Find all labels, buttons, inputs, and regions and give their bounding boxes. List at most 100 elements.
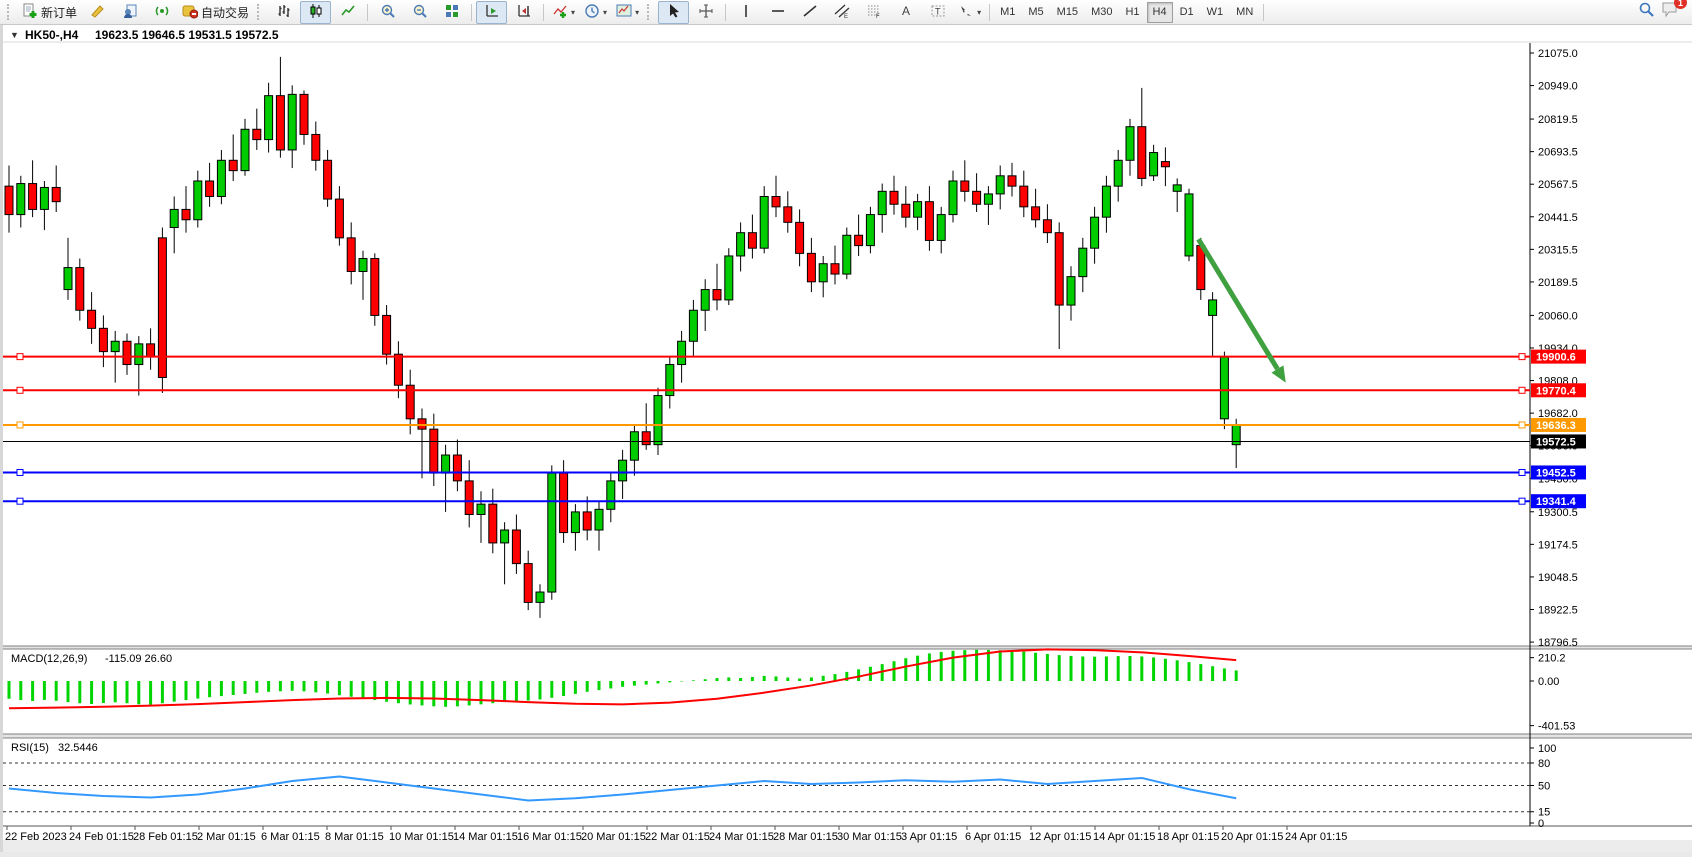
auto-trading-button[interactable]: 自动交易 (178, 1, 253, 24)
crosshair-button[interactable] (690, 1, 721, 24)
candle (924, 201, 934, 241)
timeframe-d1[interactable]: D1 (1179, 6, 1194, 18)
line-chart-button[interactable] (332, 1, 363, 24)
line-handle[interactable] (1518, 421, 1526, 429)
candle (264, 95, 274, 141)
auto-scroll-button[interactable] (476, 0, 508, 24)
indicators-button[interactable]: ▾ (548, 1, 579, 24)
candle (559, 472, 569, 534)
candle (700, 289, 710, 311)
timeframe-m5[interactable]: M5 (1028, 6, 1044, 18)
price-label-box (1531, 417, 1586, 432)
new-order-button[interactable]: 新订单 (18, 1, 81, 24)
candle (476, 503, 486, 515)
templates-button[interactable]: ▾ (612, 1, 643, 24)
candle (500, 529, 510, 544)
pane-separator[interactable] (3, 734, 1692, 738)
sound-button[interactable] (82, 1, 113, 24)
candle (594, 508, 604, 531)
horizontal-line-button[interactable] (762, 1, 793, 24)
candle (429, 428, 439, 474)
vertical-line-button[interactable] (730, 1, 761, 24)
fibonacci-button[interactable]: F (858, 1, 889, 24)
candle (63, 267, 73, 291)
candle (747, 232, 757, 249)
chart-canvas[interactable]: 21075.0 20949.0 20819.5 20693.5 20567.5 20441… (3, 25, 1692, 852)
annotation-arrow-shaft[interactable] (1196, 237, 1280, 371)
price-tick-label: 18796.5 (1538, 637, 1578, 649)
text-label-button[interactable]: T (922, 1, 953, 24)
line-handle[interactable] (1518, 468, 1526, 476)
timeframe-m1[interactable]: M1 (1000, 6, 1016, 18)
rsi-label: RSI(15) (11, 742, 49, 754)
candlestick-chart-button[interactable] (300, 0, 332, 24)
indicators-icon (552, 3, 568, 22)
candle (712, 289, 722, 301)
timeframe-h1[interactable]: H1 (1125, 6, 1140, 18)
trendline-button[interactable] (794, 1, 825, 24)
candle (842, 234, 852, 275)
candle (311, 133, 321, 161)
candle (1066, 276, 1076, 306)
candle (641, 431, 651, 446)
equidistant-channel-button[interactable]: E (826, 1, 857, 24)
annotation-arrow-head[interactable] (1271, 365, 1286, 383)
periods-button[interactable]: ▾ (580, 1, 611, 24)
line-handle[interactable] (1518, 386, 1526, 394)
text-button[interactable]: A (890, 1, 921, 24)
macd-signal-line (8, 648, 1237, 710)
timeframe-m15[interactable]: M15 (1056, 6, 1079, 18)
price-label-text: 19636.3 (1536, 420, 1576, 432)
line-handle[interactable] (16, 386, 24, 394)
line-handle[interactable] (16, 468, 24, 476)
collapse-arrow-icon[interactable]: ▼ (10, 30, 19, 40)
candle (688, 309, 698, 342)
candle (795, 221, 805, 254)
timeframe-m30[interactable]: M30 (1091, 6, 1113, 18)
notifications-button[interactable]: 1 (1661, 0, 1687, 23)
timeframe-mn[interactable]: MN (1236, 6, 1254, 18)
candle (665, 364, 675, 397)
candle (1208, 299, 1218, 316)
toolbar-grip (647, 4, 654, 20)
candle (299, 93, 309, 135)
timeframe-w1[interactable]: W1 (1206, 6, 1224, 18)
auto-scroll-icon (484, 3, 500, 22)
fibonacci-icon: F (866, 3, 882, 22)
current-price-text: 19572.5 (1536, 436, 1576, 448)
chart-shift-button[interactable] (508, 1, 539, 24)
candle (16, 183, 26, 216)
arrows-button[interactable]: ▾ (954, 1, 985, 24)
line-handle[interactable] (1518, 353, 1526, 361)
candle (724, 255, 734, 301)
profile-button[interactable] (114, 1, 145, 24)
time-tick-label: 10 Mar 01:15 (389, 831, 454, 843)
pane-separator[interactable] (3, 646, 1692, 649)
equidistant-channel-icon: E (834, 3, 850, 22)
current-price-box (1531, 434, 1586, 449)
candle (818, 263, 828, 283)
candle (983, 193, 993, 205)
search-icon[interactable] (1638, 1, 1655, 23)
line-handle[interactable] (16, 497, 24, 505)
candle (771, 195, 781, 208)
tile-windows-button[interactable] (436, 1, 467, 24)
line-handle[interactable] (16, 353, 24, 361)
bottom-strip (3, 840, 1692, 852)
candle (1149, 152, 1159, 177)
candle (1031, 206, 1041, 221)
toolbar-separator (471, 3, 473, 21)
candle (122, 340, 132, 366)
price-tick-label: 20949.0 (1538, 81, 1578, 93)
timeframe-h4[interactable]: H4 (1146, 1, 1173, 23)
line-handle[interactable] (16, 421, 24, 429)
zoom-out-button[interactable] (404, 1, 435, 24)
cursor-button[interactable] (658, 0, 690, 24)
trendline-icon (802, 3, 818, 22)
line-handle[interactable] (1518, 497, 1526, 505)
bar-chart-button[interactable] (268, 1, 299, 24)
chart-window: 21075.0 20949.0 20819.5 20693.5 20567.5 20441… (0, 25, 1692, 852)
signal-button[interactable] (146, 1, 177, 24)
macd-tick-label: -401.53 (1538, 721, 1575, 733)
zoom-in-button[interactable] (372, 1, 403, 24)
